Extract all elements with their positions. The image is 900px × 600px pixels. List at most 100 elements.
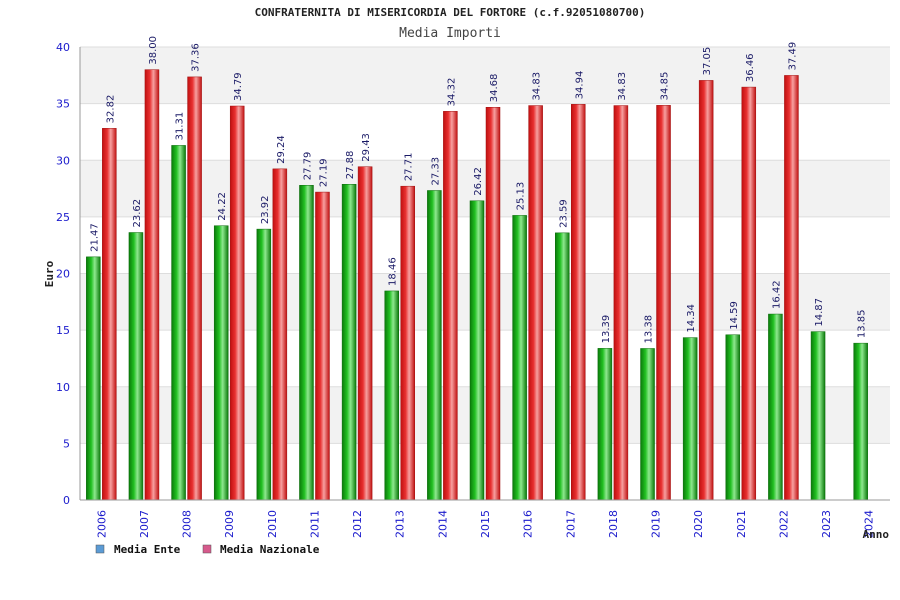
data-label-media-nazionale: 34.68 [489, 74, 500, 103]
bar-media-nazionale [443, 111, 458, 501]
x-tick-label: 2017 [564, 510, 577, 538]
x-tick-label: 2015 [479, 510, 492, 538]
bar-media-nazionale [272, 168, 288, 501]
x-tick-label: 2011 [308, 510, 321, 538]
x-tick-label: 2012 [351, 510, 364, 538]
bar-media-nazionale [187, 76, 202, 501]
x-tick-label: 2018 [607, 510, 620, 538]
legend-label-media-ente: Media Ente [114, 543, 181, 556]
legend-item-media-ente[interactable]: Media Ente [95, 543, 181, 556]
bar-media-nazionale [741, 86, 757, 501]
data-label-media-ente: 26.42 [473, 167, 484, 196]
bar-media-ente [469, 200, 485, 501]
bar-media-ente [512, 215, 527, 501]
chart-title: CONFRATERNITA DI MISERICORDIA DEL FORTOR… [255, 6, 646, 19]
bar-media-nazionale [144, 69, 160, 501]
x-tick-label: 2013 [394, 510, 407, 538]
bar-media-ente [555, 232, 570, 501]
data-label-media-nazionale: 29.24 [276, 135, 287, 164]
bar-media-ente [725, 334, 741, 501]
data-label-media-nazionale: 34.79 [233, 72, 244, 101]
legend: Media Ente Media Nazionale [95, 543, 320, 556]
data-label-media-nazionale: 34.94 [574, 71, 585, 100]
data-label-media-nazionale: 34.83 [532, 72, 543, 101]
chart-subtitle: Media Importi [399, 26, 501, 41]
data-label-media-nazionale: 34.83 [617, 72, 628, 101]
data-label-media-nazionale: 36.46 [745, 53, 756, 82]
x-tick-label: 2006 [95, 510, 108, 538]
x-tick-label: 2009 [223, 510, 236, 538]
data-label-media-ente: 18.46 [388, 257, 399, 286]
data-label-media-ente: 21.47 [89, 223, 100, 252]
data-label-media-ente: 31.31 [175, 112, 186, 141]
data-label-media-ente: 14.87 [814, 298, 825, 327]
data-labels: 21.47 32.82 23.62 38.00 31.31 37.36 24.22 34.79… [89, 36, 867, 343]
bar-media-ente [640, 348, 655, 501]
x-tick-label: 2019 [650, 510, 663, 538]
data-label-media-nazionale: 27.19 [318, 158, 329, 187]
x-tick-label: 2014 [436, 510, 449, 538]
bar-media-nazionale [784, 75, 799, 501]
y-tick-label: 40 [56, 41, 70, 54]
y-tick-label: 0 [63, 494, 70, 507]
y-tick-label: 10 [56, 381, 70, 394]
y-tick-label: 30 [56, 154, 70, 167]
data-label-media-nazionale: 29.43 [361, 133, 372, 162]
y-tick-label: 15 [56, 324, 70, 337]
legend-item-media-nazionale[interactable]: Media Nazionale [202, 543, 320, 556]
data-label-media-ente: 27.33 [430, 157, 441, 186]
x-axis-label: Anno [863, 528, 890, 541]
data-label-media-ente: 27.88 [345, 151, 356, 180]
data-label-media-ente: 14.34 [686, 304, 697, 333]
x-tick-label: 2024 [863, 510, 876, 538]
data-label-media-ente: 13.38 [644, 315, 655, 344]
x-tick-labels: 2006 2007 2008 2009 2010 2011 2012 2013 2014 2015… [95, 510, 875, 538]
data-label-media-ente: 23.92 [260, 195, 271, 224]
data-label-media-ente: 13.39 [601, 315, 612, 344]
x-tick-label: 2022 [777, 510, 790, 538]
bar-media-nazionale [528, 105, 543, 501]
x-tick-label: 2016 [522, 510, 535, 538]
data-label-media-ente: 24.22 [217, 192, 228, 221]
x-tick-label: 2020 [692, 510, 705, 538]
legend-swatch-media-ente [95, 544, 105, 554]
data-label-media-ente: 25.13 [516, 182, 527, 211]
bar-media-ente [810, 331, 826, 501]
bar-media-ente [299, 185, 314, 501]
x-tick-label: 2021 [735, 510, 748, 538]
x-tick-label: 2008 [181, 510, 194, 538]
bar-media-ente [86, 256, 101, 501]
bar-media-ente [597, 348, 613, 501]
bar-media-ente [427, 190, 442, 501]
data-label-media-ente: 23.59 [558, 199, 569, 228]
data-label-media-nazionale: 37.49 [787, 42, 798, 71]
bar-media-ente [256, 228, 272, 501]
bar-media-nazionale [229, 105, 245, 501]
legend-swatch-media-nazionale [202, 544, 212, 554]
bar-media-nazionale [400, 185, 415, 501]
bar-media-nazionale [656, 105, 671, 501]
y-axis-label: Euro [43, 260, 56, 287]
y-tick-labels: 0 5 10 15 20 25 30 35 40 [56, 41, 70, 507]
y-tick-label: 25 [56, 211, 70, 224]
y-tick-label: 35 [56, 98, 70, 111]
data-label-media-ente: 13.85 [857, 310, 868, 339]
bar-media-ente [128, 232, 144, 501]
bar-media-nazionale [613, 105, 629, 501]
data-label-media-ente: 27.79 [302, 152, 313, 181]
bar-media-ente [384, 290, 399, 501]
bar-media-ente [682, 337, 698, 501]
data-label-media-ente: 23.62 [132, 199, 143, 228]
data-label-media-nazionale: 34.85 [660, 72, 671, 101]
data-label-media-nazionale: 37.36 [191, 43, 202, 72]
bar-media-nazionale [102, 128, 117, 501]
x-tick-label: 2010 [266, 510, 279, 538]
bar-media-ente [213, 225, 229, 501]
x-tick-label: 2007 [138, 510, 151, 538]
legend-label-media-nazionale: Media Nazionale [220, 543, 320, 556]
x-tick-label: 2023 [820, 510, 833, 538]
data-label-media-nazionale: 34.32 [446, 78, 457, 107]
data-label-media-nazionale: 27.71 [404, 153, 415, 182]
y-tick-label: 5 [63, 437, 70, 450]
y-tick-label: 20 [56, 268, 70, 281]
